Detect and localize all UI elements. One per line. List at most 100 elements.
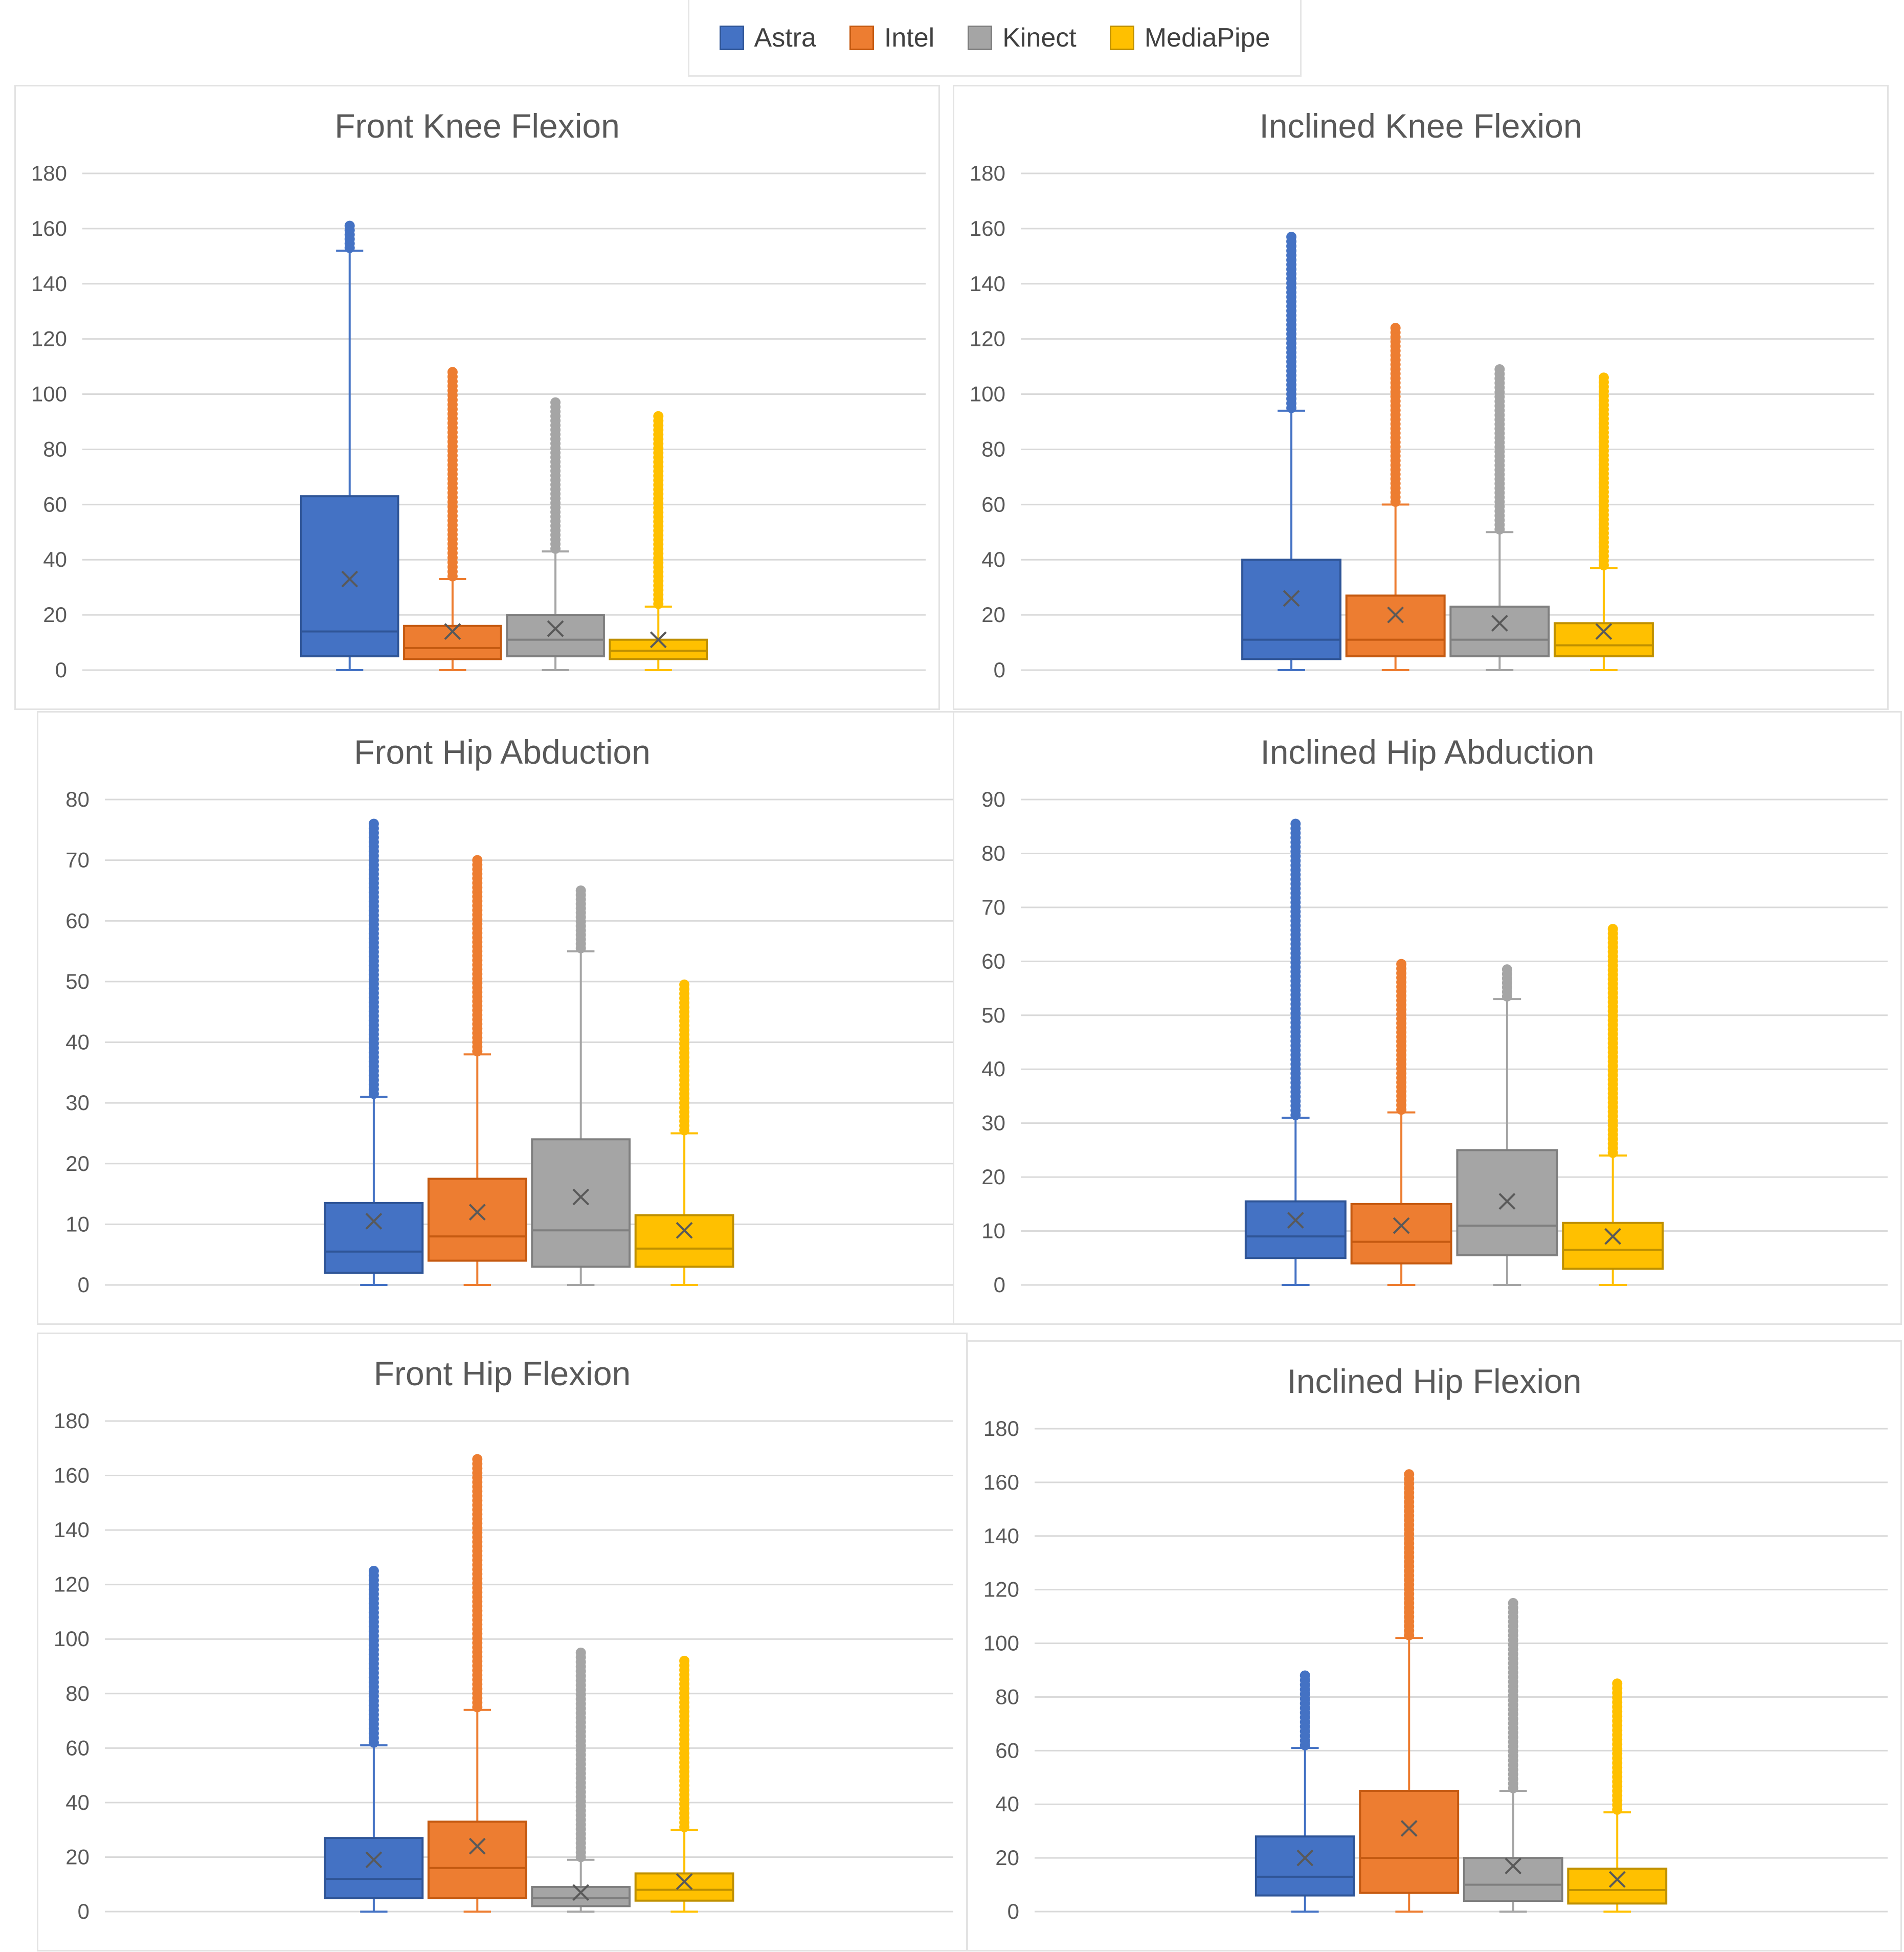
mean-marker-stroke — [1595, 623, 1612, 640]
legend-item-intel[interactable]: Intel — [849, 23, 934, 53]
y-tick-label-60: 60 — [981, 492, 1005, 516]
chart-title: Inclined Hip Flexion — [1287, 1362, 1582, 1400]
legend-label-astra: Astra — [754, 23, 816, 53]
mean-marker-stroke — [1296, 1849, 1314, 1867]
outlier-point-astra — [368, 818, 379, 829]
mean-marker-stroke — [444, 623, 461, 640]
y-tick-label-10: 10 — [981, 1219, 1005, 1243]
legend-item-mediapipe[interactable]: MediaPipe — [1109, 23, 1270, 53]
outlier-point-mediapipe — [1598, 372, 1609, 383]
outlier-point-astra — [1290, 818, 1301, 829]
mean-marker-stroke — [676, 1222, 693, 1239]
y-tick-label-40: 40 — [43, 547, 67, 571]
outlier-point-kinect — [1494, 364, 1505, 375]
box-astra — [1244, 818, 1347, 1286]
mean-marker-intel — [444, 623, 461, 640]
outlier-point-kinect — [550, 397, 561, 408]
iqr-box-mediapipe — [634, 1214, 734, 1268]
outliers-astra — [1300, 1670, 1310, 1750]
box-mediapipe — [634, 979, 734, 1286]
mean-marker-stroke — [1608, 1871, 1626, 1888]
box-astra — [1241, 232, 1342, 671]
y-tick-label-60: 60 — [65, 908, 89, 933]
outlier-point-mediapipe — [1607, 924, 1618, 935]
y-tick-label-50: 50 — [65, 969, 89, 993]
y-tick-label-60: 60 — [43, 492, 67, 516]
mean-marker-stroke — [676, 1873, 693, 1890]
y-tick-label-120: 120 — [31, 327, 67, 351]
legend-item-astra[interactable]: Astra — [719, 23, 816, 53]
outlier-point-astra — [1300, 1670, 1310, 1681]
mean-marker-astra — [1283, 590, 1300, 607]
legend-item-kinect[interactable]: Kinect — [968, 23, 1077, 53]
iqr-box-mediapipe — [1553, 622, 1654, 658]
y-tick-label-50: 50 — [981, 1003, 1005, 1027]
chart-svg-front-hip-flexion: Front Hip Flexion 0 20 40 60 80 100 120 140 160 18… — [54, 1355, 953, 1923]
mean-marker-stroke — [365, 1851, 383, 1869]
outliers-astra — [1290, 818, 1301, 1120]
mean-marker-intel — [1387, 606, 1404, 624]
iqr-box-intel — [1345, 594, 1446, 658]
outliers-mediapipe — [679, 979, 690, 1136]
chart-svg-inclined-hip-abduction: Inclined Hip Abduction 0 10 20 30 40 50 60 70 80 9… — [981, 733, 1888, 1297]
y-tick-label-80: 80 — [981, 841, 1005, 865]
chart-title: Front Knee Flexion — [334, 107, 620, 145]
iqr-box-kinect — [531, 1138, 631, 1268]
chart-panel-inclined-knee-flexion: Inclined Knee Flexion 0 20 40 60 80 100 120 140 1… — [953, 85, 1889, 710]
y-tick-label-40: 40 — [65, 1790, 89, 1814]
mean-marker-stroke — [1498, 1193, 1516, 1210]
y-tick-label-40: 40 — [981, 1057, 1005, 1081]
mean-marker-stroke — [572, 1188, 590, 1206]
y-tick-label-20: 20 — [981, 1165, 1005, 1189]
y-tick-label-160: 160 — [983, 1470, 1019, 1494]
outlier-point-astra — [1286, 232, 1297, 242]
chart-svg-inclined-hip-flexion: Inclined Hip Flexion 0 20 40 60 80 100 120 140 16… — [983, 1362, 1888, 1923]
iqr-box-astra — [324, 1837, 424, 1899]
y-tick-label-40: 40 — [981, 547, 1005, 571]
outliers-mediapipe — [1612, 1678, 1623, 1815]
y-tick-label-120: 120 — [970, 327, 1005, 351]
box-mediapipe — [1562, 924, 1664, 1286]
outliers-astra — [368, 818, 379, 1099]
mean-marker-kinect — [572, 1188, 590, 1206]
box-intel — [1345, 323, 1446, 671]
box-mediapipe — [634, 1655, 734, 1913]
mean-marker-kinect — [572, 1884, 590, 1901]
mean-marker-stroke — [1604, 1228, 1622, 1245]
iqr-box-kinect — [531, 1886, 631, 1907]
mean-marker-mediapipe — [676, 1222, 693, 1239]
mean-marker-stroke — [365, 1213, 383, 1230]
iqr-box-astra — [1241, 559, 1342, 660]
mean-marker-kinect — [1498, 1193, 1516, 1210]
y-tick-label-20: 20 — [981, 603, 1005, 627]
mean-marker-stroke — [341, 570, 359, 588]
y-tick-label-70: 70 — [981, 895, 1005, 919]
outliers-astra — [1286, 232, 1297, 413]
iqr-box-mediapipe — [1567, 1868, 1668, 1905]
outliers-kinect — [550, 397, 561, 554]
chart-panel-front-hip-flexion: Front Hip Flexion 0 20 40 60 80 100 120 140 160 18… — [37, 1333, 968, 1951]
y-tick-label-60: 60 — [65, 1736, 89, 1760]
mean-marker-astra — [365, 1213, 383, 1230]
y-tick-label-80: 80 — [65, 1681, 89, 1705]
mean-marker-stroke — [572, 1884, 590, 1901]
chart-panel-front-hip-abduction: Front Hip Abduction 0 10 20 30 40 50 60 70 80 — [37, 711, 968, 1325]
mean-marker-stroke — [1387, 606, 1404, 624]
legend-label-mediapipe: MediaPipe — [1144, 23, 1270, 53]
y-tick-label-140: 140 — [983, 1524, 1019, 1548]
chart-title: Front Hip Abduction — [354, 733, 651, 771]
outlier-point-mediapipe — [1612, 1678, 1623, 1689]
y-tick-label-100: 100 — [31, 382, 67, 406]
outliers-astra — [368, 1566, 379, 1748]
y-tick-label-180: 180 — [31, 161, 67, 185]
box-intel — [427, 855, 527, 1286]
mean-marker-stroke — [468, 1204, 486, 1221]
mean-marker-stroke — [468, 1837, 486, 1855]
iqr-box-mediapipe — [1562, 1222, 1664, 1270]
outliers-kinect — [575, 1647, 586, 1862]
mean-marker-astra — [341, 570, 359, 588]
iqr-box-kinect — [1463, 1857, 1563, 1902]
chart-panel-front-knee-flexion: Front Knee Flexion 0 20 40 60 80 100 120 140 160 1… — [14, 85, 940, 710]
outliers-intel — [1396, 959, 1407, 1115]
legend-label-intel: Intel — [884, 23, 935, 53]
